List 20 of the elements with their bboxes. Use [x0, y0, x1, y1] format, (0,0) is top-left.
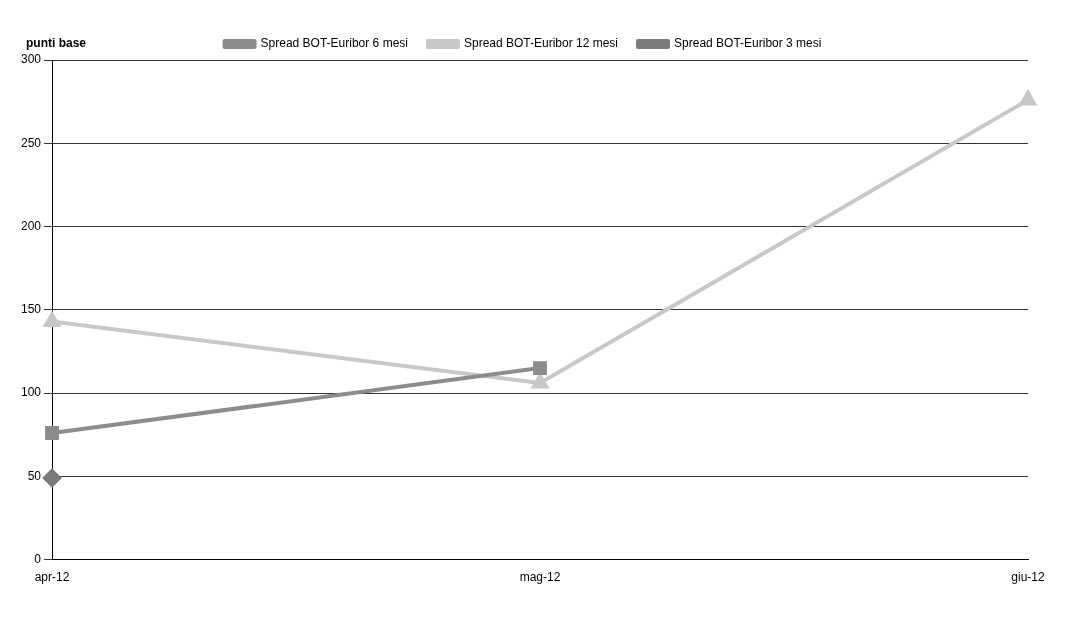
x-tick-label: giu-12 [1011, 570, 1045, 585]
legend-label: Spread BOT-Euribor 6 mesi [260, 36, 408, 51]
legend-label: Spread BOT-Euribor 3 mesi [674, 36, 822, 51]
y-tick-label: 300 [20, 52, 42, 67]
y-axis-title: punti base [26, 36, 87, 51]
x-tick-label: apr-12 [34, 570, 70, 585]
y-tick-label: 50 [27, 468, 42, 483]
point [45, 426, 59, 440]
y-tick-label: 200 [20, 218, 42, 233]
point [1019, 90, 1037, 106]
y-tick-label: 0 [34, 551, 42, 566]
point [43, 312, 61, 327]
y-tick-label: 150 [20, 302, 42, 317]
x-tick-label: mag-12 [519, 570, 561, 585]
y-tick-label: 100 [20, 385, 42, 400]
legend-label: Spread BOT-Euribor 12 mesi [463, 36, 619, 51]
point [531, 374, 549, 389]
point [43, 469, 62, 487]
point [533, 361, 547, 376]
y-tick-label: 250 [20, 135, 42, 150]
